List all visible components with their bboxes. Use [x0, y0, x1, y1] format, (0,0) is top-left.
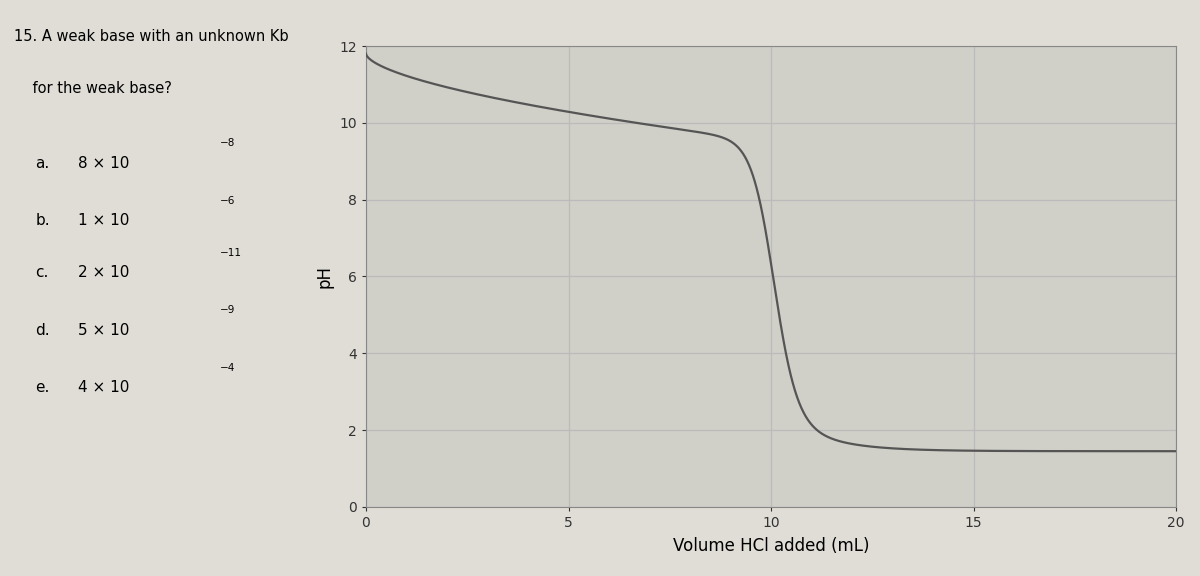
Y-axis label: pH: pH: [316, 265, 334, 288]
Text: a.: a.: [36, 156, 49, 170]
Text: −9: −9: [220, 305, 235, 315]
Text: −8: −8: [220, 138, 235, 148]
Text: 2 × 10: 2 × 10: [78, 265, 130, 280]
Text: d.: d.: [36, 323, 50, 338]
Text: −11: −11: [220, 248, 241, 257]
Text: b.: b.: [36, 213, 50, 228]
Text: 15. A weak base with an unknown Kb: 15. A weak base with an unknown Kb: [14, 29, 289, 44]
X-axis label: Volume HCl added (mL): Volume HCl added (mL): [673, 537, 869, 555]
Text: 8 × 10: 8 × 10: [78, 156, 130, 170]
Text: e.: e.: [36, 380, 49, 395]
Text: 1 × 10: 1 × 10: [78, 213, 130, 228]
Text: c.: c.: [36, 265, 49, 280]
Text: −6: −6: [220, 196, 235, 206]
Text: 4 × 10: 4 × 10: [78, 380, 130, 395]
Text: 5 × 10: 5 × 10: [78, 323, 130, 338]
Text: −4: −4: [220, 363, 235, 373]
Text: for the weak base?: for the weak base?: [14, 81, 172, 96]
